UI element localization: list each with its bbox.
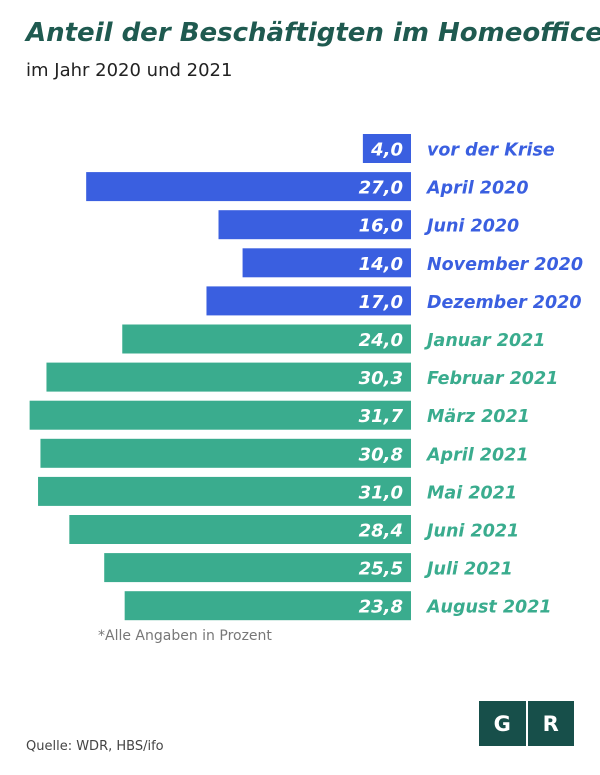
category-label-8: April 2021	[425, 445, 529, 465]
value-label-5: 24,0	[359, 330, 403, 351]
category-label-10: Juni 2021	[424, 522, 519, 542]
bar-8	[40, 438, 412, 468]
bar-7	[29, 400, 412, 430]
gr-logo: G R	[479, 701, 574, 746]
category-label-12: August 2021	[425, 598, 552, 618]
category-label-9: Mai 2021	[427, 483, 517, 503]
category-label-6: Februar 2021	[427, 369, 558, 389]
bar-1	[86, 172, 412, 202]
logo-letter-r: R	[525, 701, 575, 746]
category-label-4: Dezember 2020	[427, 293, 582, 313]
bar-9	[38, 476, 412, 506]
category-label-5: Januar 2021	[424, 331, 545, 351]
bar-2	[218, 210, 411, 240]
value-label-12: 23,8	[359, 597, 403, 618]
category-label-2: Juni 2020	[424, 217, 519, 237]
category-label-0: vor der Krise	[427, 141, 555, 161]
bar-10	[69, 515, 411, 544]
value-label-6: 30,3	[359, 368, 403, 389]
bar-4	[206, 286, 411, 316]
chart-subtitle: im Jahr 2020 und 2021	[26, 60, 233, 81]
source-note: Quelle: WDR, HBS/ifo	[26, 739, 164, 754]
chart-title: Anteil der Beschäftigten im Homeoffice	[26, 18, 600, 48]
category-label-1: April 2020	[425, 179, 529, 199]
bar-3	[242, 248, 411, 278]
bar-12	[124, 591, 411, 621]
category-label-3: November 2020	[427, 255, 583, 275]
value-label-1: 27,0	[359, 178, 403, 199]
value-label-2: 16,0	[359, 216, 403, 237]
category-label-11: Juli 2021	[424, 560, 513, 580]
value-label-0: 4,0	[370, 140, 403, 161]
logo-letter-g: G	[493, 711, 511, 736]
value-label-4: 17,0	[359, 292, 403, 313]
bar-5	[122, 324, 411, 354]
category-label-7: März 2021	[427, 407, 530, 427]
value-label-9: 31,0	[359, 482, 403, 503]
footnote: *Alle Angaben in Prozent	[98, 628, 272, 644]
value-label-7: 31,7	[359, 406, 404, 427]
value-label-8: 30,8	[359, 444, 403, 465]
value-label-10: 28,4	[359, 521, 403, 542]
bar-0	[362, 134, 411, 163]
value-label-3: 14,0	[359, 254, 403, 275]
bar-11	[104, 553, 411, 583]
bar-6	[46, 362, 412, 392]
value-label-11: 25,5	[359, 559, 403, 580]
